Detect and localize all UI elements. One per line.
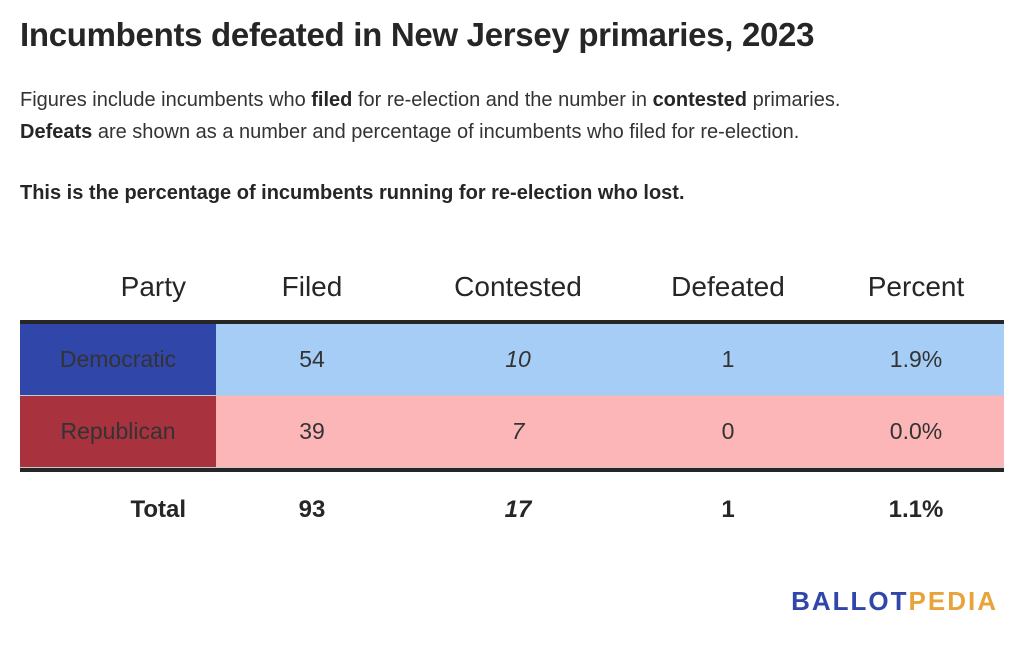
total-label: Total — [130, 496, 186, 523]
table-row-democratic: Democratic 54 10 1 1.9% — [20, 324, 1004, 396]
cell-percent: 0.0% — [889, 418, 943, 444]
description-text: for re-election and the number in — [352, 89, 653, 111]
logo-part-ballot: BALLOT — [791, 586, 909, 616]
cell-contested: 7 — [511, 418, 525, 444]
description-text: are shown as a number and percentage of … — [92, 121, 800, 143]
total-filed: 93 — [298, 496, 326, 523]
description-line-2: Defeats are shown as a number and percen… — [20, 116, 1010, 148]
table-row-total: Total 93 17 1 1.1% — [20, 472, 1004, 548]
total-defeated: 1 — [721, 496, 735, 523]
description-text: primaries. — [747, 89, 841, 111]
party-label-democratic: Democratic — [20, 324, 216, 395]
cell-filed: 39 — [299, 418, 325, 444]
cell-defeated: 0 — [721, 418, 735, 444]
header-contested: Contested — [454, 271, 582, 302]
total-percent: 1.1% — [888, 496, 944, 523]
cell-defeated: 1 — [721, 346, 735, 372]
results-table: Party Filed Contested Defeated Percent D… — [20, 254, 1004, 548]
table-total-rule — [20, 468, 1004, 472]
header-party: Party — [120, 271, 186, 302]
description-bold-contested: contested — [652, 89, 748, 111]
table-row-republican: Republican 39 7 0 0.0% — [20, 396, 1004, 468]
description-text: Figures include incumbents who — [20, 89, 312, 111]
header-defeated: Defeated — [671, 271, 785, 302]
description-bold-filed: filed — [311, 89, 353, 111]
description-bold-defeats: Defeats — [20, 121, 93, 143]
total-contested: 17 — [504, 496, 532, 523]
header-filed: Filed — [281, 271, 343, 302]
logo-part-pedia: PEDIA — [908, 586, 998, 616]
table-top-rule — [20, 320, 1004, 324]
cell-percent: 1.9% — [889, 346, 943, 372]
party-label-republican: Republican — [20, 396, 216, 467]
cell-contested: 10 — [505, 346, 531, 372]
chart-note: This is the percentage of incumbents run… — [20, 182, 685, 204]
ballotpedia-logo: BALLOTPEDIA — [791, 586, 998, 617]
chart-description: Figures include incumbents who filed for… — [20, 84, 1010, 148]
chart-title: Incumbents defeated in New Jersey primar… — [20, 16, 815, 53]
cell-filed: 54 — [299, 346, 325, 372]
description-line-1: Figures include incumbents who filed for… — [20, 84, 1010, 116]
header-percent: Percent — [867, 271, 965, 302]
table-header-row: Party Filed Contested Defeated Percent — [20, 254, 1004, 320]
